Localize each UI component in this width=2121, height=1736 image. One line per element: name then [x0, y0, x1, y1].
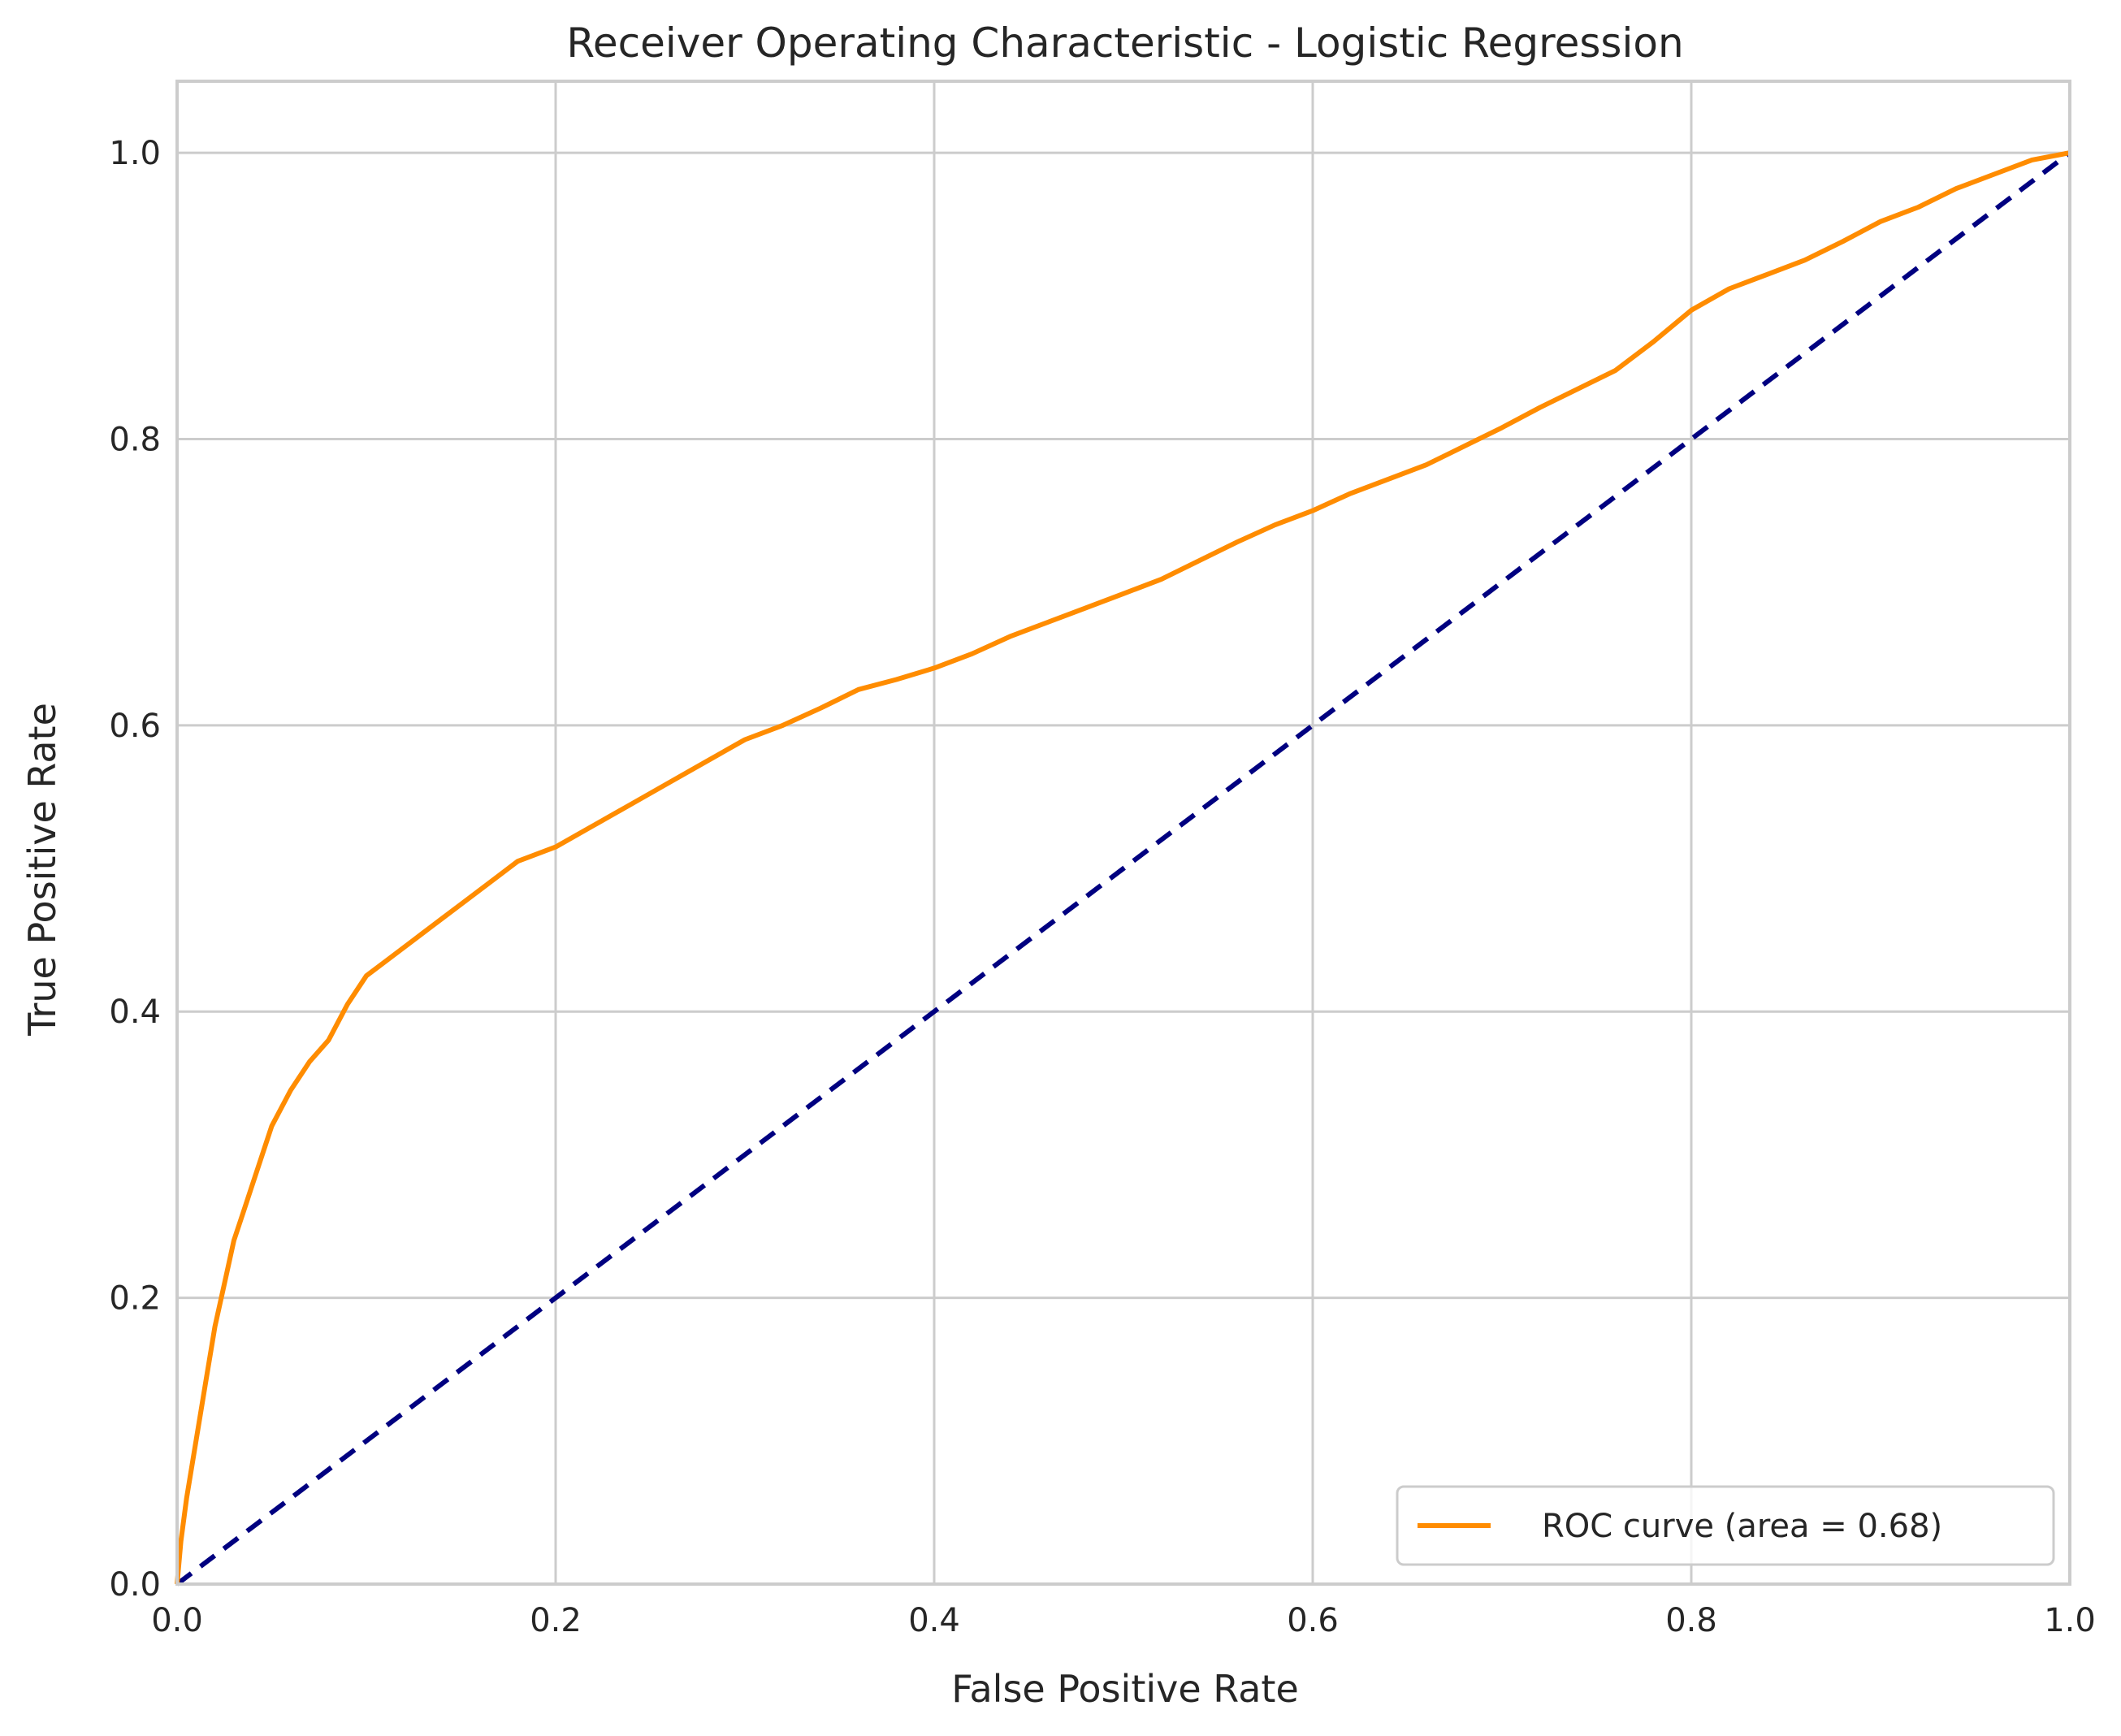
x-tick-label: 0.8 [1665, 1602, 1717, 1639]
y-axis-title: True Positive Rate [20, 703, 64, 1037]
legend-label-roc: ROC curve (area = 0.68) [1542, 1508, 1942, 1545]
plot-frame [175, 80, 2071, 1586]
legend-box [1396, 1485, 2055, 1566]
grid [175, 81, 2071, 1586]
y-ticks: 0.0 0.2 0.4 0.6 0.8 1.0 [109, 135, 161, 1604]
x-tick-label: 0.0 [151, 1602, 203, 1639]
diagonal-reference-line [175, 150, 2071, 1587]
y-tick-label: 1.0 [109, 135, 161, 172]
x-tick-label: 0.6 [1287, 1602, 1339, 1639]
series-layer [175, 150, 2071, 1587]
x-tick-label: 0.4 [908, 1602, 960, 1639]
y-tick-label: 0.2 [109, 1280, 161, 1318]
legend: ROC curve (area = 0.68) [1396, 1485, 2055, 1566]
x-tick-label: 1.0 [2044, 1602, 2096, 1639]
y-tick-label: 0.6 [109, 708, 161, 745]
y-tick-label: 0.4 [109, 994, 161, 1031]
x-ticks: 0.0 0.2 0.4 0.6 0.8 1.0 [151, 1602, 2096, 1639]
x-tick-label: 0.2 [530, 1602, 582, 1639]
y-tick-label: 0.8 [109, 421, 161, 458]
x-axis-title: False Positive Rate [951, 1667, 1299, 1711]
chart-title: Receiver Operating Characteristic - Logi… [566, 19, 1683, 67]
y-tick-label: 0.0 [109, 1566, 161, 1604]
roc-curve-line [175, 150, 2071, 1585]
